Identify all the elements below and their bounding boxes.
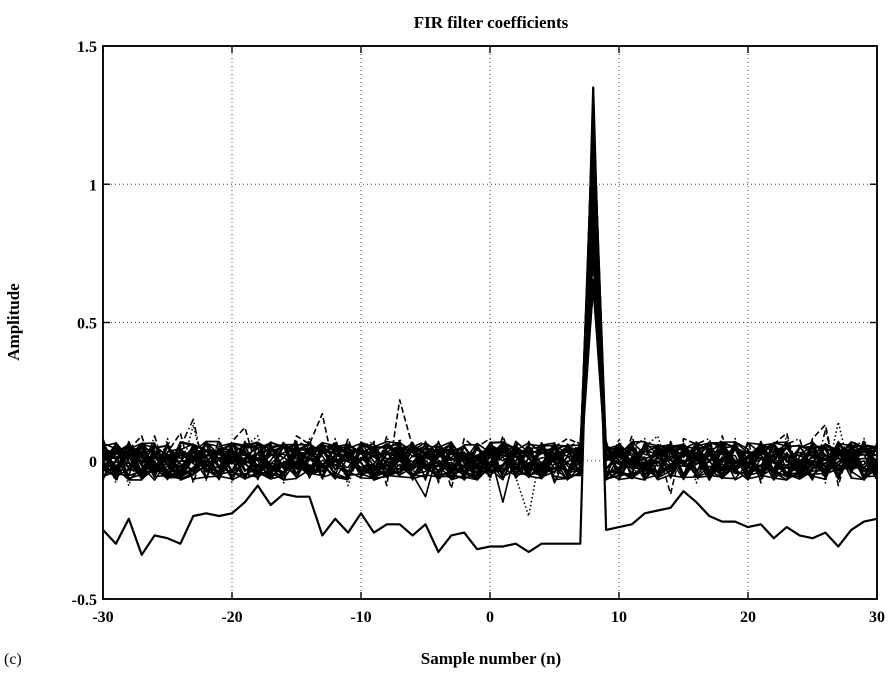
series-5-line xyxy=(102,252,878,517)
y-tick-label: 1.5 xyxy=(77,39,97,56)
chart-title: FIR filter coefficients xyxy=(414,13,569,32)
series-1-line xyxy=(102,86,878,556)
panel-label: (c) xyxy=(4,651,22,668)
series-2-line xyxy=(102,177,878,504)
y-tick-label: 1 xyxy=(89,177,97,194)
y-tick-label: 0 xyxy=(89,454,97,471)
x-tick-label: -30 xyxy=(92,609,113,626)
y-tick-label: -0.5 xyxy=(72,592,97,609)
x-tick-label: 10 xyxy=(611,609,627,626)
x-tick-label: 0 xyxy=(486,609,494,626)
noise-trace xyxy=(102,256,878,481)
series-6-line xyxy=(102,205,878,484)
plot-area xyxy=(102,45,878,600)
y-tick-labels: -0.5 0 0.5 1 1.5 xyxy=(72,39,97,609)
x-tick-label: 30 xyxy=(869,609,885,626)
y-axis-label: Amplitude xyxy=(4,283,23,361)
x-tick-label: 20 xyxy=(740,609,756,626)
series-3-line xyxy=(102,224,878,479)
grid-lines xyxy=(103,46,877,599)
y-tick-label: 0.5 xyxy=(77,316,97,333)
x-tick-label: -20 xyxy=(221,609,242,626)
x-tick-label: -10 xyxy=(350,609,371,626)
series-layer xyxy=(102,86,878,556)
axis-ticks xyxy=(102,45,878,600)
x-tick-labels: -30 -20 -10 0 10 20 30 xyxy=(92,609,885,626)
x-axis-label: Sample number (n) xyxy=(421,649,561,668)
